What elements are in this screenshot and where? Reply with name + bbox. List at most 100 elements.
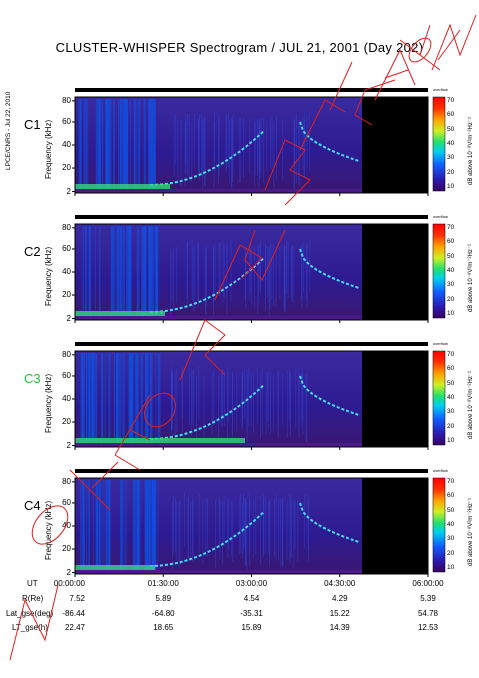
emission-line <box>268 248 270 316</box>
emission-line <box>185 121 187 174</box>
noise-streak <box>155 226 159 318</box>
emission-line <box>305 245 307 302</box>
colorbar-top-text: overflow <box>433 214 448 219</box>
emission-line <box>187 241 189 300</box>
y-tick-label: 2 <box>66 186 71 196</box>
emission-line <box>242 372 244 425</box>
emission-line <box>259 372 261 440</box>
ephemeris-value: 06:00:00 <box>412 579 444 588</box>
emission-line <box>275 246 277 307</box>
ephemeris-value: 15.89 <box>241 623 262 632</box>
y-tick-label: 80 <box>62 349 71 359</box>
emission-line <box>283 245 285 308</box>
colorbar-tick-label: 40 <box>447 521 455 528</box>
emission-line <box>207 498 209 558</box>
ephemeris-value: 18.65 <box>153 623 174 632</box>
emission-line <box>289 370 291 428</box>
no-data-region <box>362 478 428 574</box>
emission-line <box>259 495 261 565</box>
noise-streak <box>106 99 109 191</box>
noise-streak <box>88 353 91 445</box>
emission-line <box>232 371 234 435</box>
emission-line <box>222 239 224 303</box>
noise-streak <box>158 353 161 445</box>
noise-streak <box>135 99 139 191</box>
noise-streak <box>122 226 125 318</box>
noise-streak <box>96 480 99 572</box>
noise-streak <box>99 99 102 191</box>
emission-line <box>245 497 247 566</box>
emission-line <box>230 500 232 557</box>
panel-4 <box>72 469 446 577</box>
emission-line <box>225 116 227 168</box>
emission-line <box>259 243 261 294</box>
watermark-letter-o <box>31 505 69 545</box>
emission-line <box>301 244 303 302</box>
noise-streak <box>88 226 90 318</box>
colorbar-top-text: overflow <box>433 341 448 346</box>
noise-streak <box>116 353 118 445</box>
colorbar-tick-label: 30 <box>447 535 455 543</box>
emission-line <box>239 496 241 555</box>
noise-streak <box>131 353 133 445</box>
noise-streak <box>152 226 154 318</box>
noise-streak <box>134 353 137 445</box>
emission-line <box>227 497 229 549</box>
colorbar-tick-label: 30 <box>447 154 455 162</box>
emission-line <box>249 118 251 175</box>
ephemeris-value: 12.53 <box>417 623 439 632</box>
emission-line <box>298 372 300 438</box>
emission-line <box>239 117 241 184</box>
emission-line <box>271 244 273 300</box>
noise-streak <box>153 480 157 572</box>
watermark-letter-l <box>299 99 346 151</box>
emission-line <box>226 248 228 315</box>
y-tick-label: 2 <box>66 440 71 450</box>
emission-line <box>188 114 190 178</box>
emission-line <box>279 247 281 300</box>
noise-streak <box>108 99 111 191</box>
emission-line <box>198 366 200 420</box>
colorbar-tick-label: 60 <box>447 111 455 119</box>
emission-line <box>232 502 234 562</box>
noise-streak <box>115 353 119 445</box>
bottom-band <box>75 570 428 574</box>
noise-streak <box>89 226 91 318</box>
noise-streak <box>149 480 153 572</box>
colorbar-tick-label: 10 <box>447 437 455 444</box>
noise-streak <box>122 480 124 572</box>
noise-streak <box>123 99 127 191</box>
emission-line <box>197 118 199 172</box>
noise-streak <box>91 353 95 445</box>
emission-line <box>173 247 175 311</box>
watermark-letter-b <box>264 139 311 206</box>
noise-streak <box>82 226 84 318</box>
colorbar-tick-label: 30 <box>447 281 455 289</box>
watermark-letter-c <box>354 79 396 126</box>
watermark-letter-t <box>69 469 111 511</box>
noise-streak <box>138 480 141 572</box>
watermark-letter-r <box>179 319 226 381</box>
noise-streak <box>124 480 127 572</box>
no-data-region <box>362 351 428 447</box>
low-frequency-band <box>75 438 245 444</box>
emission-line <box>294 500 296 551</box>
noise-streak <box>128 353 132 445</box>
emission-line <box>289 494 291 565</box>
emission-line <box>281 498 283 567</box>
colorbar <box>432 350 446 446</box>
emission-line <box>172 495 174 555</box>
colorbar-tick-label: 50 <box>447 506 455 514</box>
emission-line <box>214 243 216 300</box>
emission-line <box>258 119 260 180</box>
emission-line <box>268 500 270 567</box>
emission-line <box>273 499 275 558</box>
emission-line <box>191 370 193 425</box>
emission-line <box>280 498 282 569</box>
emission-line <box>188 367 190 426</box>
y-tick-label: 20 <box>62 290 71 300</box>
emission-line <box>266 245 268 297</box>
emission-line <box>176 368 178 433</box>
emission-line <box>170 247 172 315</box>
